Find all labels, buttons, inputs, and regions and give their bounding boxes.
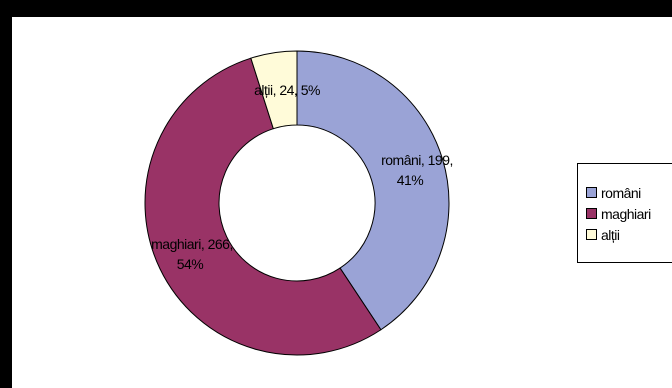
slice-maghiari: [144, 57, 382, 356]
data-label-altii: alții, 24, 5%: [254, 82, 320, 98]
legend-item-altii: alții: [586, 224, 672, 245]
legend-label-maghiari: maghiari: [601, 205, 651, 222]
legend-swatch-altii: [586, 229, 597, 240]
legend-label-romani: români: [601, 184, 641, 201]
slice-altii: [250, 50, 298, 130]
legend-item-maghiari: maghiari: [586, 203, 672, 224]
legend-item-romani: români: [586, 182, 672, 203]
chart-area: români, 199, 41% maghiari, 266, 54% alți…: [12, 17, 672, 388]
legend-label-altii: alții: [601, 226, 620, 243]
slice-romani: [296, 50, 450, 331]
legend-swatch-romani: [586, 187, 597, 198]
data-label-romani-line2: 41%: [397, 172, 424, 188]
donut-chart: români, 199, 41% maghiari, 266, 54% alți…: [144, 50, 453, 356]
data-label-maghiari-line2: 54%: [177, 256, 204, 272]
data-label-romani-line1: români, 199,: [381, 152, 453, 168]
chart-legend: români maghiari alții: [577, 163, 672, 263]
legend-swatch-maghiari: [586, 208, 597, 219]
data-label-maghiari-line1: maghiari, 266,: [151, 236, 233, 252]
